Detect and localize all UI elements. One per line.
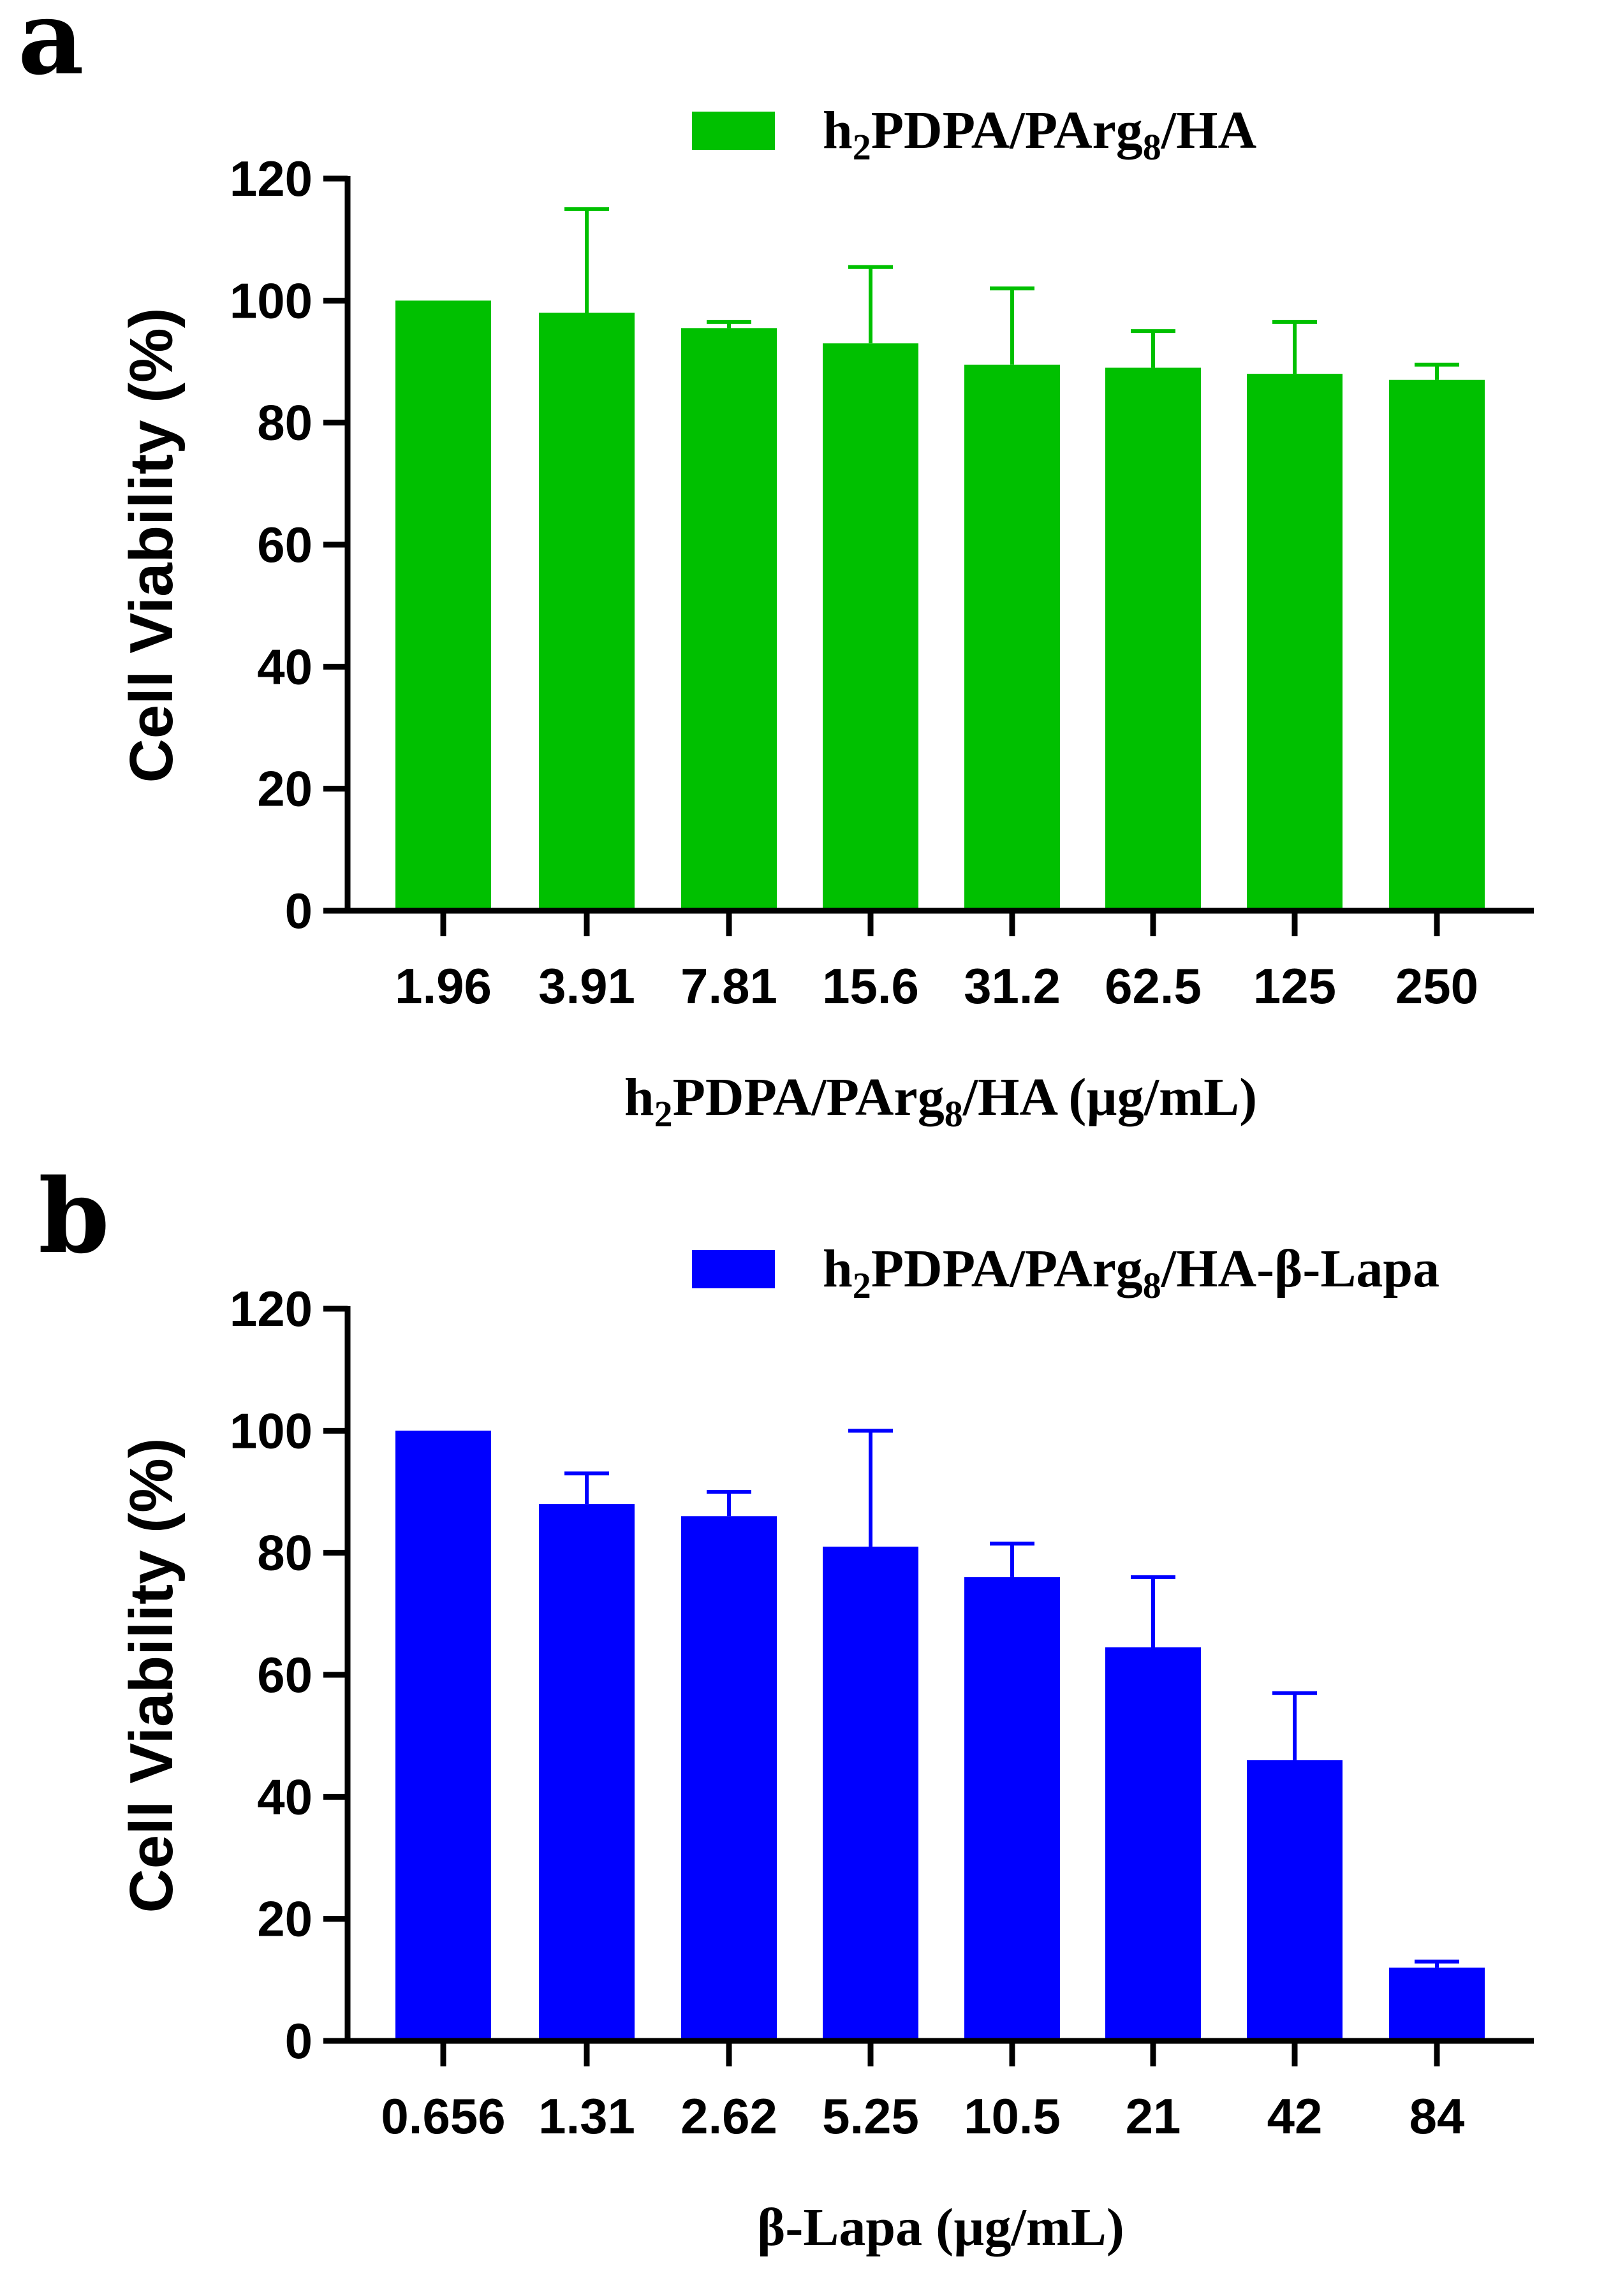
y-tick-label: 20	[257, 761, 313, 817]
x-axis-title-text: /HA (µg/mL)	[962, 1068, 1257, 1127]
legend-label: h2PDPA/PArg8/HA-β-Lapa	[823, 1239, 1439, 1306]
y-tick-label: 40	[257, 638, 313, 695]
y-tick-label: 20	[257, 1891, 313, 1947]
y-axis-title: Cell Viability (%)	[117, 1438, 186, 1913]
panel-label: a	[18, 0, 84, 98]
legend-text: PDPA/PArg	[871, 1239, 1143, 1299]
y-tick-label: 80	[257, 395, 313, 451]
legend-text: h	[823, 1239, 853, 1299]
x-tick-label: 2.62	[681, 2088, 777, 2144]
x-tick-label: 125	[1253, 958, 1336, 1014]
x-axis-title: β-Lapa (µg/mL)	[757, 2198, 1124, 2257]
bar	[1389, 1968, 1485, 2041]
x-axis-title: h2PDPA/PArg8/HA (µg/mL)	[624, 1068, 1257, 1135]
x-tick-label: 5.25	[822, 2088, 919, 2144]
y-tick-label: 80	[257, 1525, 313, 1581]
panel-label: b	[38, 1156, 110, 1276]
legend-subscript: 8	[1143, 1265, 1161, 1306]
bar	[395, 1431, 491, 2041]
bar	[1389, 379, 1485, 911]
x-axis-title-text: h	[624, 1068, 654, 1127]
x-tick-label: 1.96	[395, 958, 492, 1014]
bar	[823, 1547, 918, 2041]
x-tick-label: 1.31	[538, 2088, 635, 2144]
legend-label: h2PDPA/PArg8/HA	[823, 101, 1256, 168]
bar	[964, 364, 1060, 911]
legend-swatch	[692, 112, 775, 150]
x-axis-title-subscript: 2	[654, 1093, 673, 1135]
x-tick-label: 3.91	[538, 958, 635, 1014]
y-axis-title: Cell Viability (%)	[117, 307, 186, 783]
bar	[1105, 1647, 1201, 2041]
x-tick-label: 31.2	[964, 958, 1061, 1014]
y-tick-label: 0	[285, 883, 313, 939]
x-tick-label: 62.5	[1105, 958, 1202, 1014]
chart-panel-b: b h2PDPA/PArg8/HA-β-Lapa 0 20 40 60 80 100 120 0.…	[38, 1156, 1534, 2257]
bar	[681, 328, 777, 911]
bar	[539, 1504, 635, 2041]
y-tick-label: 120	[230, 151, 313, 207]
x-tick-label: 10.5	[964, 2088, 1061, 2144]
y-tick-label: 100	[230, 1402, 313, 1459]
x-tick-label: 84	[1409, 2088, 1465, 2144]
bar	[539, 313, 635, 911]
x-axis-title-text: PDPA/PArg	[673, 1068, 945, 1127]
legend-subscript: 2	[853, 1265, 871, 1306]
bar	[1105, 367, 1201, 911]
x-tick-label: 15.6	[822, 958, 919, 1014]
bar	[681, 1516, 777, 2041]
legend-text: /HA-β-Lapa	[1161, 1239, 1439, 1299]
legend-subscript: 2	[853, 126, 871, 168]
x-tick-label: 0.656	[381, 2088, 505, 2144]
y-tick-label: 60	[257, 517, 313, 573]
y-tick-label: 40	[257, 1769, 313, 1825]
x-axis-title-text: β-Lapa (µg/mL)	[757, 2198, 1124, 2257]
bar	[964, 1577, 1060, 2041]
legend-text: /HA	[1161, 101, 1257, 160]
x-tick-label: 250	[1395, 958, 1478, 1014]
x-axis-title-subscript: 8	[945, 1093, 963, 1135]
legend-text: PDPA/PArg	[871, 101, 1143, 160]
bar	[1247, 374, 1343, 911]
y-tick-label: 60	[257, 1647, 313, 1703]
x-tick-label: 7.81	[681, 958, 777, 1014]
y-tick-label: 120	[230, 1281, 313, 1337]
x-tick-label: 42	[1267, 2088, 1323, 2144]
bar	[823, 343, 918, 911]
y-tick-label: 0	[285, 2013, 313, 2069]
legend-swatch	[692, 1250, 775, 1288]
bar	[395, 300, 491, 911]
y-tick-label: 100	[230, 272, 313, 328]
bar	[1247, 1760, 1343, 2041]
x-tick-label: 21	[1126, 2088, 1181, 2144]
legend-subscript: 8	[1143, 126, 1161, 168]
legend-text: h	[823, 101, 853, 160]
